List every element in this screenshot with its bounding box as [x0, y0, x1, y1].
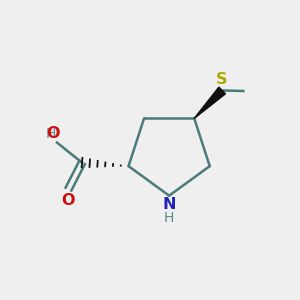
- Text: O: O: [46, 126, 60, 141]
- Polygon shape: [194, 87, 226, 119]
- Text: O: O: [61, 193, 75, 208]
- Text: H: H: [45, 128, 56, 141]
- Text: N: N: [162, 197, 176, 212]
- Text: S: S: [216, 72, 227, 87]
- Text: H: H: [164, 211, 174, 225]
